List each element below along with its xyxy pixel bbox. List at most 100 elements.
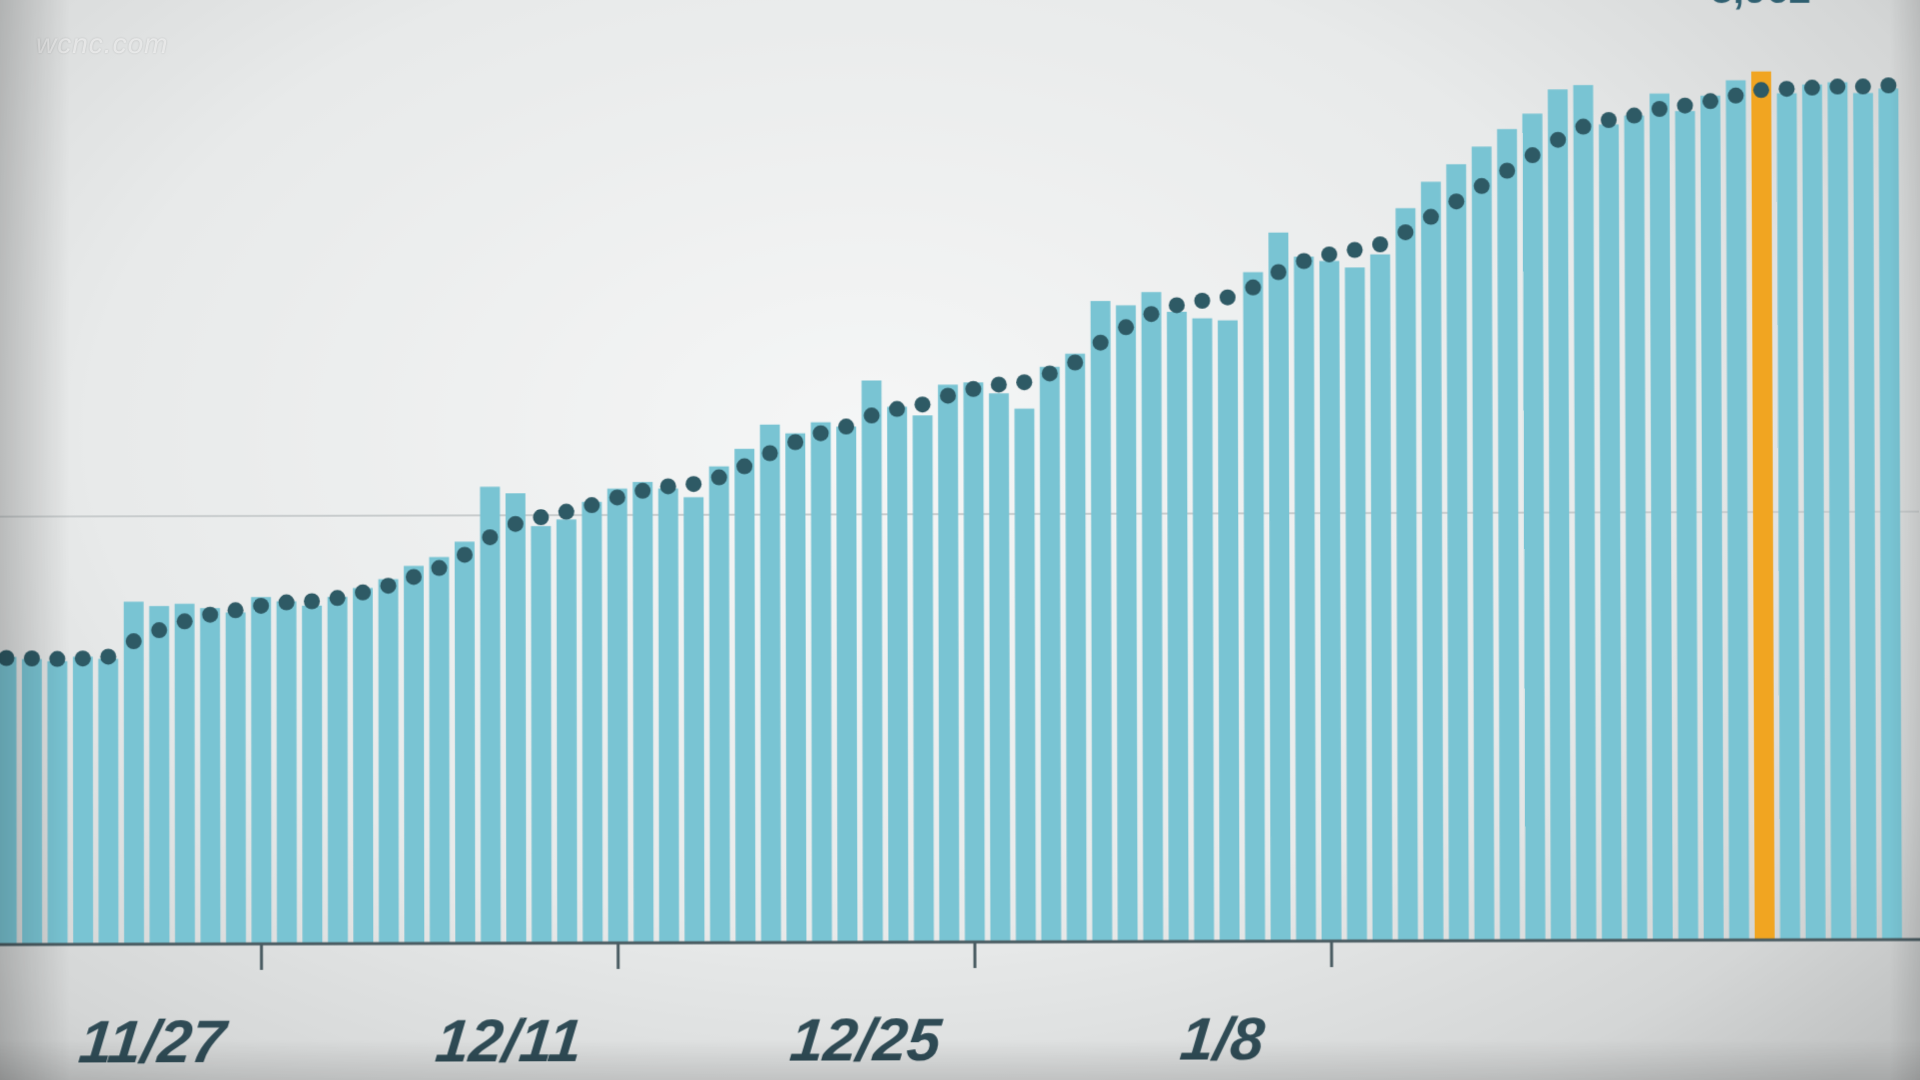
bar: [378, 579, 398, 943]
bar: [302, 606, 322, 944]
bar: [658, 488, 679, 942]
moving-average-dot: [736, 458, 752, 474]
bar: [684, 497, 705, 943]
bar: [938, 385, 959, 942]
bar: [760, 425, 781, 943]
moving-average-dot: [1779, 81, 1795, 97]
bar: [251, 597, 271, 944]
highlight-value-label: 3,962: [1711, 0, 1811, 12]
bar: [811, 422, 832, 942]
moving-average-dot: [1398, 224, 1414, 240]
moving-average-dot: [406, 569, 422, 585]
bar: [1192, 318, 1214, 941]
ticks-layer: 11/1311/2712/1112/251/8: [0, 941, 1332, 1076]
bar: [124, 602, 144, 945]
bar: [1726, 80, 1749, 940]
moving-average-dot: [1143, 306, 1159, 322]
bar: [1218, 320, 1240, 941]
moving-average-dot: [151, 622, 167, 638]
moving-average-dot: [177, 613, 193, 629]
bar: [963, 382, 984, 942]
moving-average-dot: [1626, 108, 1642, 124]
bar: [1396, 208, 1418, 941]
bar: [1319, 261, 1341, 941]
moving-average-dot: [1499, 163, 1515, 179]
moving-average-dot: [991, 377, 1007, 393]
bar: [607, 489, 628, 943]
bar: [862, 380, 883, 942]
moving-average-dot: [609, 489, 625, 505]
bar: [913, 415, 934, 942]
moving-average-dot: [1372, 236, 1388, 252]
moving-average-dot: [1474, 178, 1490, 194]
bar: [1472, 147, 1495, 941]
moving-average-dot: [838, 419, 854, 435]
moving-average-dot: [1804, 80, 1820, 96]
moving-average-dot: [1347, 242, 1363, 258]
moving-average-dot: [889, 401, 905, 417]
chart-container: 11/1311/2712/1112/251/8 3,962: [0, 0, 1920, 1080]
moving-average-dot: [355, 584, 371, 600]
moving-average-dot: [329, 590, 345, 606]
moving-average-dot: [278, 594, 294, 610]
bar: [276, 601, 296, 944]
moving-average-dot: [253, 598, 269, 614]
moving-average-dot: [1677, 98, 1693, 114]
moving-average-dot: [660, 478, 676, 494]
moving-average-dot: [1525, 147, 1541, 163]
moving-average-dot: [507, 516, 523, 532]
moving-average-dot: [380, 578, 396, 594]
bar: [98, 659, 118, 944]
moving-average-dot: [1601, 112, 1617, 128]
bar: [455, 542, 476, 944]
bar: [226, 612, 246, 944]
moving-average-dot: [1829, 79, 1845, 95]
moving-average-dot: [1067, 354, 1083, 370]
x-tick-label: 12/25: [787, 1006, 946, 1073]
bar: [556, 519, 577, 943]
bar-chart: 11/1311/2712/1112/251/8 3,962: [0, 0, 1920, 1080]
moving-average-dot: [1194, 293, 1210, 309]
bar-highlighted: [1751, 71, 1774, 940]
moving-average-dot: [1245, 279, 1261, 295]
moving-average-dot: [1575, 119, 1591, 135]
bar: [1040, 367, 1061, 942]
moving-average-dot: [1753, 82, 1769, 98]
moving-average-dot: [75, 650, 91, 666]
bar: [429, 557, 450, 943]
x-tick-label: 11/27: [76, 1008, 231, 1075]
moving-average-dot: [49, 651, 65, 667]
moving-average-dot: [787, 434, 803, 450]
moving-average-dot: [1016, 374, 1032, 390]
moving-average-dot: [533, 509, 549, 525]
bar: [1065, 354, 1087, 942]
bar: [1167, 312, 1189, 942]
bar: [1294, 257, 1316, 942]
moving-average-dot: [1042, 365, 1058, 381]
moving-average-dot: [24, 650, 40, 666]
moving-average-dot: [1550, 132, 1566, 148]
moving-average-dot: [1092, 335, 1108, 351]
moving-average-dot: [864, 408, 880, 424]
bar: [149, 606, 169, 944]
bar: [73, 657, 93, 945]
bar: [785, 433, 806, 942]
moving-average-dot: [1651, 101, 1667, 117]
bar: [1345, 267, 1367, 941]
bar: [582, 502, 603, 943]
x-tick-label: 12/11: [433, 1007, 586, 1074]
moving-average-dot: [457, 547, 473, 563]
moving-average-dot: [1169, 297, 1185, 313]
moving-average-dot: [1880, 77, 1896, 93]
bar: [327, 597, 347, 944]
bar: [1522, 114, 1545, 941]
bar: [1828, 82, 1851, 940]
moving-average-dot: [558, 504, 574, 520]
bar: [1650, 94, 1673, 941]
moving-average-dot: [482, 529, 498, 545]
moving-average-dot: [584, 497, 600, 513]
bar: [0, 657, 17, 945]
bar: [1878, 89, 1902, 940]
bar: [709, 466, 730, 942]
moving-average-dot: [711, 469, 727, 485]
